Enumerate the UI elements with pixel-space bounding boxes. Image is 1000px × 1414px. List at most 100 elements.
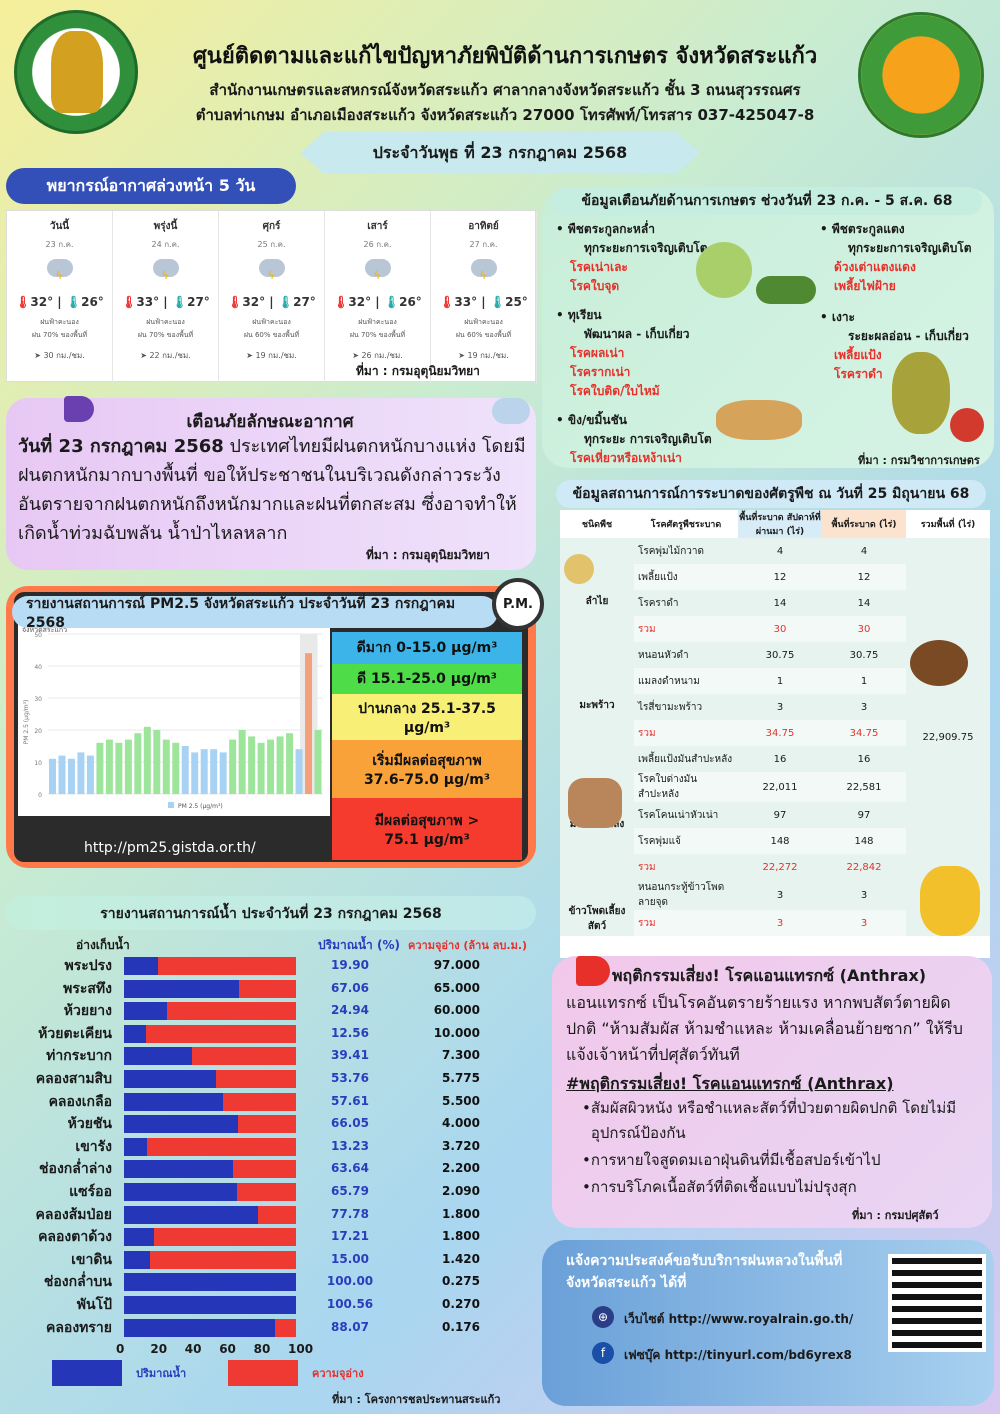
alert-crop-label: พืชตระกูลแตง [831,222,905,236]
reservoir-bar [124,1002,296,1021]
pest-prev-area-cell: 12 [773,571,787,583]
pest-cur-area-cell: 3 [860,889,868,901]
pest-row: มะพร้าว หนอนหัวดำ 30.75 30.75 [560,642,990,746]
reservoir-name: เขารัง [75,1138,112,1155]
reservoir-bar-fill [124,1205,258,1224]
reservoir-name: เขาดิน [71,1251,112,1268]
wind-arrow-icon: ➤ [246,351,256,360]
pest-table: ชนิดพืช โรคศัตรูพืชระบาด พื้นที่ระบาด สัปด… [560,510,990,936]
bullet-icon: • [820,222,832,236]
reservoir-bar-fill [124,1047,192,1066]
rain-facebook[interactable]: เฟซบุ๊ค http://tinyurl.com/bd6yrex8 [624,1348,852,1362]
rain-title: แจ้งความประสงค์ขอรับบริการฝนหลวงในพื้นที… [566,1253,843,1291]
pest-cur-area-cell: 16 [857,753,871,765]
address-line-2: ตำบลท่าเกษม อำเภอเมืองสระแก้ว จังหวัดสระ… [195,106,815,124]
pm-url[interactable]: http://pm25.gistda.or.th/ [84,840,256,856]
pest-cur-area-cell: 12 [857,571,871,583]
water-axis-tick: 100 [288,1342,314,1356]
forecast-temps: 🌡33° | 🌡27° [121,295,210,309]
alert-crop-name: • เงาะ [820,308,990,327]
pm-bar [248,736,256,794]
pm-bar [67,758,75,794]
rain-website[interactable]: เว็บไซต์ http://www.royalrain.go.th/ [624,1312,854,1326]
pest-crop-cell: ข้าวโพดเลี้ยงสัตว์ [560,880,634,936]
alert-crop-risk: โรคใบติด/ใบไหม้ [570,384,660,398]
anthrax-bullet-text: การบริโภคเนื้อสัตว์ที่ติดเชื้อแบบไม่ปรุง… [590,1178,857,1196]
pest-cur-area-cell: 148 [854,835,874,847]
reservoir-bar [124,1183,296,1201]
alert-left-list: • พืชตระกูลกะหล่ำ ทุกระยะการเจริญเติบโต โร… [556,220,816,468]
reservoir-capacity: 60.000 [433,1003,480,1018]
forecast-wind: ➤ 22 กม./ชม. [113,349,218,362]
water-axis-tick: 80 [253,1342,271,1356]
reservoir-capacity: 2.090 [442,1184,480,1198]
reservoir-percent: 19.90 [331,958,369,972]
pm-bar [210,749,218,794]
forecast-rain-chance: ฝน 60% ของพื้นที่ [243,331,300,339]
pm-title: รายงานสถานการณ์ PM2.5 จังหวัดสระแก้ว ประ… [12,596,498,631]
reservoir-bar-fill [124,1070,217,1088]
pm-bar [229,739,237,794]
bullet-icon: • [556,413,568,427]
forecast-wind-speed: 19 กม./ชม. [467,351,509,360]
qr-code[interactable] [888,1254,986,1352]
reservoir-name: คลองเกลือ [48,1093,112,1110]
thunderstorm-icon [152,259,179,282]
water-source: ที่มา : โครงการชลประทานสระแก้ว [332,1393,501,1406]
facebook-icon: f [592,1342,614,1364]
forecast-wind: ➤ 19 กม./ชม. [431,349,536,362]
thermometer-cool-icon: 🌡 [489,295,506,309]
reservoir-bar [124,1205,296,1224]
alert-crop-name: • ขิง/ขมิ้นชัน [556,411,816,430]
pm-y-tick: 20 [34,728,42,735]
pm-y-tick: 10 [34,760,42,767]
anthrax-bullets: • สัมผัสผิวหนัง หรือชำแหละสัตว์ที่ป่วยตา… [582,1096,978,1202]
forecast-low: 27° [187,295,210,309]
reservoir-bar [124,1137,296,1156]
bullet-icon: • [582,1178,591,1196]
alert-crop-stage: ระยะผลอ่อน - เก็บเกี่ยว [848,329,969,343]
reservoir-percent: 39.41 [331,1048,369,1063]
reservoir-percent: 57.61 [331,1093,369,1108]
reservoir-bar-fill [124,979,240,998]
pm-badge: P.M. [492,578,544,630]
reservoir-capacity: 3.720 [442,1138,480,1153]
reservoir-capacity: 97.000 [433,958,480,972]
pm-bar [105,739,113,794]
pest-disease-cell: โรคใบด่างมันสำปะหลัง [638,774,698,800]
thunderstorm-icon [470,259,497,282]
bullet-icon: • [820,310,832,324]
forecast-temps: 🌡32° | 🌡27° [227,295,316,309]
pest-cur-area-cell: 3 [860,701,868,713]
pest-disease-cell: เพลี้ยแป้ง [638,571,678,583]
forecast-wind-speed: 26 กม./ชม. [361,351,403,360]
alert-crop-risk: ด้วงเต่าแตงแดง [834,260,916,274]
alert-crop-label: ทุเรียน [567,308,602,322]
pest-header-cell: พื้นที่ระบาด สัปดาห์ที่ผ่านมา (ไร่) [738,510,822,538]
pest-cur-area-cell: 22,581 [846,781,882,793]
water-col-cap: ความจุอ่าง (ล้าน ลบ.ม.) [408,939,528,952]
reservoir-name: ช่องกล่ำบน [43,1274,112,1291]
reservoir-bar-fill [124,957,159,975]
pest-disease-cell: โรคพุ่มแจ้ [638,835,681,847]
legend-label-capacity: ความจุอ่าง [312,1367,364,1380]
pest-cur-area-cell: 30.75 [849,649,879,661]
pm-chart-svg: จังหวัดสระแก้ว 0 10 20 30 40 50 PM 2.5 (µg/m³) P… [22,626,323,810]
globe-icon: ⊕ [592,1306,614,1328]
forecast-wind: ➤ 26 กม./ชม. [325,349,430,362]
water-axis-tick: 40 [184,1342,202,1356]
reservoir-name: พระปรง [64,958,112,974]
pest-cur-area-cell: 4 [860,545,868,557]
pest-prev-area-cell: 16 [773,753,787,765]
water-axis: 0 20 40 60 80 100 [116,1342,313,1358]
pest-header-row: ชนิดพืช โรคศัตรูพืชระบาด พื้นที่ระบาด สัปด… [560,510,990,538]
pest-prev-area-cell: 3 [776,889,784,901]
pm-y-tick: 40 [34,664,42,671]
forecast-date: 26 ก.ค. [363,240,392,249]
pest-prev-area-cell: 97 [773,809,787,821]
pm-bar [219,752,227,794]
anthrax-bullet: • การบริโภคเนื้อสัตว์ที่ติดเชื้อแบบไม่ปร… [582,1175,978,1200]
forecast-date: 24 ก.ค. [151,240,180,249]
pm-bar [86,755,94,794]
reservoir-capacity: 0.270 [442,1297,480,1311]
